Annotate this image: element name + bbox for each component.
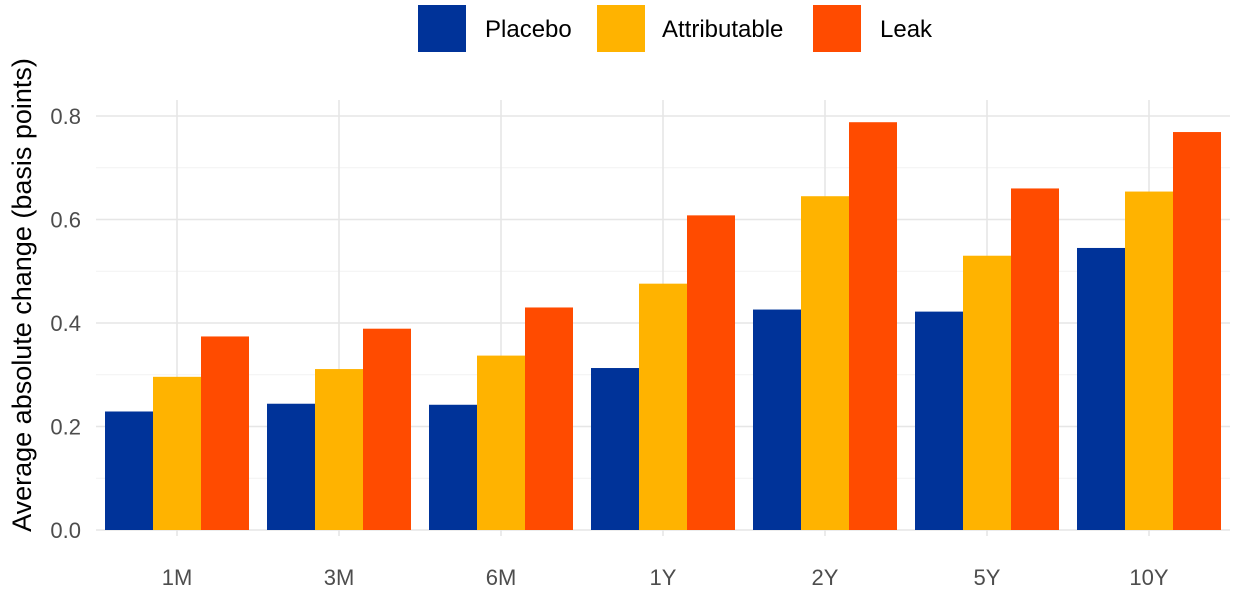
bar-attributable-3m — [315, 369, 363, 530]
legend-key-attributable — [597, 5, 645, 52]
y-tick-label: 0.4 — [50, 311, 81, 336]
legend: Placebo Attributable Leak — [418, 5, 933, 52]
bar-leak-3m — [363, 328, 411, 530]
bar-leak-5y — [1011, 188, 1059, 530]
x-tick-label: 10Y — [1129, 565, 1168, 590]
y-tick-label: 0.8 — [50, 104, 81, 129]
y-tick-label: 0.6 — [50, 208, 81, 233]
legend-label-placebo: Placebo — [485, 16, 572, 43]
bar-placebo-5y — [915, 311, 963, 530]
bar-leak-6m — [525, 307, 573, 530]
bar-attributable-2y — [801, 196, 849, 530]
y-axis-ticks: 0.0 0.2 0.4 0.6 0.8 — [50, 104, 81, 543]
x-axis-ticks: 1M 3M 6M 1Y 2Y 5Y 10Y — [162, 565, 1169, 590]
x-tick-label: 2Y — [812, 565, 839, 590]
legend-label-leak: Leak — [880, 16, 933, 43]
bar-attributable-10y — [1125, 191, 1173, 530]
bar-leak-2y — [849, 122, 897, 531]
x-tick-label: 5Y — [974, 565, 1001, 590]
bar-placebo-2y — [753, 309, 801, 530]
bar-leak-1y — [687, 215, 735, 531]
bar-attributable-6m — [477, 355, 525, 530]
bar-placebo-10y — [1077, 247, 1125, 530]
bar-leak-10y — [1173, 132, 1221, 531]
bar-attributable-1m — [153, 376, 201, 530]
y-tick-label: 0.2 — [50, 415, 81, 440]
x-tick-label: 3M — [324, 565, 355, 590]
bar-attributable-5y — [963, 255, 1011, 530]
bars — [105, 122, 1221, 531]
bar-placebo-3m — [267, 403, 315, 530]
bar-placebo-6m — [429, 404, 477, 530]
bar-placebo-1y — [591, 368, 639, 530]
legend-key-leak — [813, 5, 861, 52]
y-tick-label: 0.0 — [50, 518, 81, 543]
legend-label-attributable: Attributable — [662, 16, 783, 43]
x-tick-label: 6M — [486, 565, 517, 590]
bar-leak-1m — [201, 336, 249, 530]
legend-key-placebo — [418, 5, 466, 52]
bar-attributable-1y — [639, 283, 687, 530]
x-tick-label: 1Y — [650, 565, 677, 590]
y-axis-title: Average absolute change (basis points) — [7, 58, 37, 532]
bar-placebo-1m — [105, 411, 153, 530]
x-tick-label: 1M — [162, 565, 193, 590]
